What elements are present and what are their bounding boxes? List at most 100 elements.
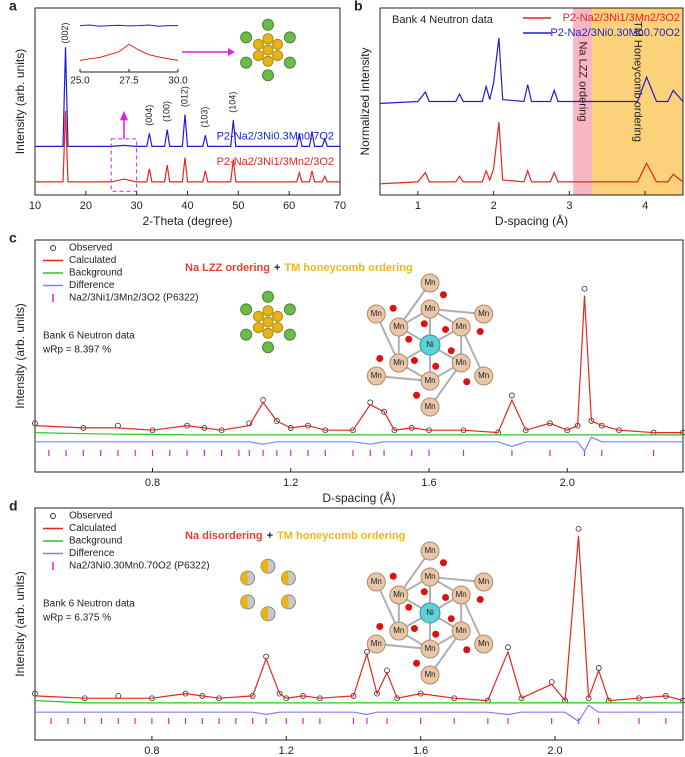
x-tick-label: 0.8 [145, 477, 160, 489]
series-line [35, 704, 683, 723]
tm-site [262, 305, 274, 317]
mn-atom [366, 634, 386, 654]
mn-atom [389, 585, 409, 605]
oxygen [410, 357, 418, 365]
note: Bank 4 Neutron data [392, 14, 494, 26]
peak-label: (012) [179, 86, 189, 107]
tm-site [252, 322, 264, 334]
x-tick-label: 1.6 [421, 477, 436, 489]
na-site-half [281, 594, 289, 609]
x-tick-label: 1 [415, 200, 421, 212]
na-site [262, 69, 274, 82]
legend-label: Difference [69, 548, 115, 559]
panel-label: a [9, 0, 17, 14]
mn-atom [420, 665, 440, 685]
x-tick-label: 2 [491, 200, 497, 212]
oxygen [410, 625, 418, 633]
mn-atom [451, 317, 471, 337]
atom-label: Mn [478, 577, 489, 586]
legend-label: Na2/3Ni0.30Mn0.70O2 (P6322) [69, 561, 210, 572]
series-line [35, 110, 340, 183]
x-tick-label: 1.2 [283, 477, 298, 489]
y-axis-title: Intensity (arb. units) [13, 303, 27, 408]
mn-atom [366, 304, 386, 324]
note: Bank 6 Neutron data [43, 599, 135, 610]
ni-atom [419, 334, 441, 356]
y-axis-title: Intensity (arb. units) [13, 49, 27, 154]
zoom-box [110, 138, 138, 192]
tm-site [272, 310, 284, 322]
ni-atom [419, 602, 441, 624]
peak-label: (004) [144, 105, 154, 126]
y-axis-title: Normalized intensity [358, 47, 372, 155]
series-label: P2-Na2/3Ni1/3Mn2/3O2 [217, 156, 334, 168]
series-line [34, 535, 684, 703]
na-site [262, 290, 274, 303]
oxygen [405, 603, 413, 611]
atom-label: Mn [393, 590, 404, 599]
na-site [283, 31, 296, 44]
legend-label: P2-Na2/3Ni0.30Mn0.70O2 [550, 27, 680, 39]
series-line [34, 295, 683, 434]
wrp: wRp = 6.375 % [42, 613, 111, 624]
oxygen [376, 354, 384, 362]
atom-label: Mn [424, 278, 435, 287]
tm-site [252, 38, 264, 50]
x-tick-label: 4 [642, 200, 648, 212]
observed-point [518, 695, 525, 702]
observed-point [509, 392, 515, 399]
atom-label: Mn [393, 322, 404, 331]
atom-label: Mn [478, 309, 489, 318]
x-tick-label: 2.0 [560, 477, 575, 489]
atom-label: Mn [424, 304, 435, 313]
x-tick-label: 10 [29, 200, 41, 212]
panel-label: b [354, 0, 363, 14]
atom-label: Mn [424, 670, 435, 679]
atom-label: Mn [371, 309, 382, 318]
oxygen [476, 328, 484, 336]
tm-site [252, 310, 264, 322]
x-tick-label: 2.0 [547, 745, 562, 757]
tm-site [272, 50, 284, 62]
atom-label: Mn [424, 376, 435, 385]
oxygen [413, 391, 421, 399]
legend-label: Background [69, 268, 122, 279]
observed-point [581, 285, 588, 292]
oxygen [420, 588, 428, 596]
mn-atom [420, 299, 440, 319]
series-line [379, 37, 684, 104]
observed-point [575, 525, 582, 532]
na-site [262, 18, 274, 31]
atom-label: Mn [424, 546, 435, 555]
na-site [283, 328, 296, 341]
oxygen [463, 378, 471, 386]
na-site-half [261, 606, 268, 621]
inset-tick-label: 27.5 [119, 76, 139, 87]
plot-frame [34, 507, 684, 741]
legend-label: Observed [69, 243, 112, 254]
legend-label: Calculated [69, 523, 116, 534]
tm-site [272, 322, 284, 334]
atom-label: Mn [424, 572, 435, 581]
atom-label: Mn [456, 590, 467, 599]
atom-label: Mn [456, 358, 467, 367]
tm-site [272, 38, 284, 50]
peak-label: (104) [228, 92, 238, 113]
headline-part: Na LZZ ordering [185, 262, 270, 274]
panel-label: c [9, 230, 17, 246]
oxygen [376, 622, 384, 630]
observed-point [522, 427, 529, 434]
x-tick-label: 20 [80, 200, 92, 212]
oxygen [447, 615, 455, 623]
atom-label: Mn [424, 402, 435, 411]
na-site [283, 56, 296, 69]
oxygen [389, 572, 397, 580]
headline-part: Na disordering [185, 530, 263, 542]
mn-atom [420, 567, 440, 587]
legend-label: Background [69, 536, 122, 547]
oxygen [420, 320, 428, 328]
x-tick-label: 3 [566, 200, 572, 212]
headline-part: + [274, 262, 280, 274]
mn-atom [451, 585, 471, 605]
